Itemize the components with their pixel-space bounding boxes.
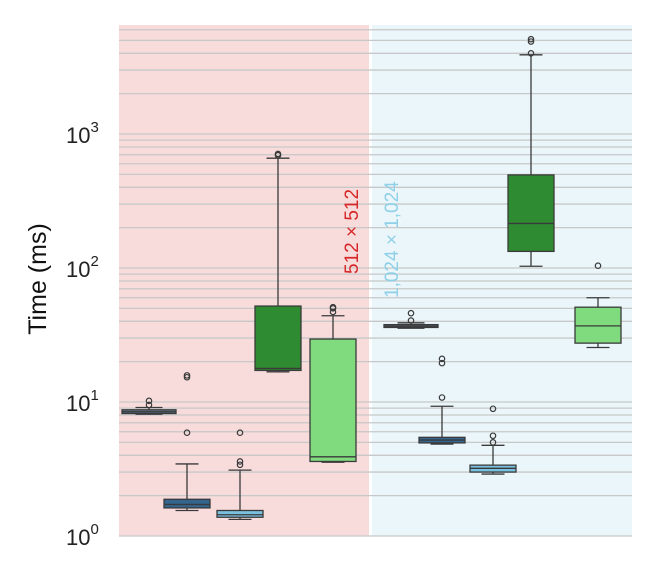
outlier-point (183, 429, 191, 437)
outlier-point (236, 458, 244, 465)
box-0 (121, 397, 177, 415)
outlier-point (329, 308, 337, 316)
outlier-point (274, 150, 282, 158)
outlier-point (236, 461, 244, 469)
gridlines (119, 29, 632, 537)
outlier-point (183, 372, 191, 379)
outlier-point (407, 317, 415, 324)
box-iqr (574, 306, 622, 344)
outlier-point (407, 309, 415, 317)
box-3 (254, 150, 302, 373)
outlier-point (489, 439, 497, 446)
outlier-point (438, 359, 446, 367)
group-labels: 512 × 512 1,024 × 1,024 (342, 181, 403, 298)
y-axis-label: Time (ms) (24, 223, 52, 335)
box-iqr (163, 498, 211, 509)
outlier-point (236, 429, 244, 437)
box-1 (163, 372, 211, 512)
outlier-point (527, 35, 535, 43)
group-1-label: 1,024 × 1,024 (382, 181, 403, 298)
box-iqr (507, 174, 555, 253)
boxes (121, 35, 622, 521)
box-7 (469, 405, 517, 475)
box-iqr (254, 305, 302, 372)
box-6 (418, 355, 466, 445)
outlier-point (438, 355, 446, 363)
y-tick-label: 102 (66, 253, 99, 282)
outlier-point (145, 397, 153, 405)
outlier-point (438, 394, 446, 401)
outlier-point (527, 50, 535, 57)
outlier-point (489, 405, 497, 413)
y-tick-label: 103 (66, 119, 99, 148)
box-iqr (309, 338, 357, 463)
box-9 (574, 262, 622, 349)
y-axis: 100 101 102 103 (66, 119, 99, 550)
outlier-point (527, 38, 535, 45)
box-5 (383, 309, 439, 329)
outlier-point (145, 401, 153, 409)
outlier-point (329, 303, 337, 311)
outlier-point (594, 262, 602, 270)
box-8 (507, 35, 555, 267)
y-tick-label: 101 (66, 387, 99, 416)
box-iqr (216, 509, 264, 518)
y-tick-label: 100 (66, 521, 99, 550)
outlier-point (489, 432, 497, 440)
box-4 (309, 303, 357, 463)
group-0-label: 512 × 512 (342, 189, 363, 274)
box-2 (216, 429, 264, 521)
